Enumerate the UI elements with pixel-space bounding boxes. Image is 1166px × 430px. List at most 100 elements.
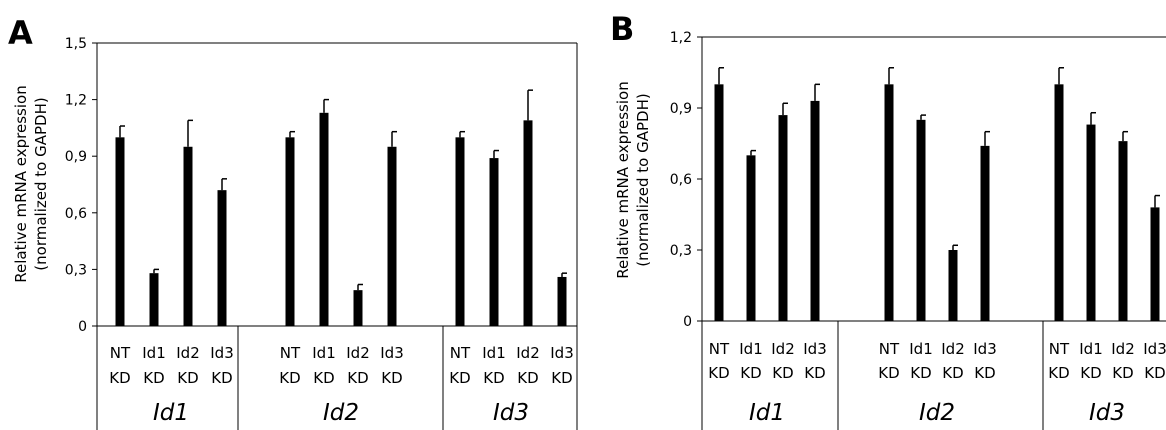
bar — [319, 112, 329, 326]
category-label-line1: NT — [1049, 340, 1070, 358]
category-label-line1: Id1 — [482, 344, 506, 362]
category-label-line2: KD — [804, 364, 825, 382]
category-label-line1: NT — [709, 340, 730, 358]
category-label-line1: Id1 — [739, 340, 763, 358]
category-label-line2: KD — [772, 364, 793, 382]
category-label-line1: Id3 — [210, 344, 234, 362]
bar — [217, 190, 227, 326]
panel-label: B — [610, 10, 634, 48]
category-label-line1: Id1 — [1079, 340, 1103, 358]
category-label-line1: NT — [110, 344, 131, 362]
category-label-line1: Id3 — [973, 340, 997, 358]
category-label-line2: KD — [910, 364, 931, 382]
bar — [810, 100, 820, 322]
category-label-line1: NT — [450, 344, 471, 362]
category-label-line2: KD — [740, 364, 761, 382]
category-label-line2: KD — [347, 369, 368, 387]
category-label-line1: Id1 — [312, 344, 336, 362]
category-label-line1: Id3 — [803, 340, 827, 358]
category-label-line2: KD — [878, 364, 899, 382]
chart-panel-b: B Relative mRNA expression (normalized to … — [610, 10, 1166, 430]
bar — [115, 137, 125, 326]
category-label-line2: KD — [551, 369, 572, 387]
bar — [455, 137, 465, 326]
category-label-line2: KD — [1112, 364, 1133, 382]
category-label-line2: KD — [1048, 364, 1069, 382]
category-label-line2: KD — [974, 364, 995, 382]
bar — [1054, 84, 1064, 321]
y-axis-label: Relative mRNA expression (normalized to G… — [614, 81, 652, 278]
category-label-line2: KD — [109, 369, 130, 387]
bar — [714, 84, 724, 321]
category-label-line1: Id3 — [550, 344, 574, 362]
category-label-line2: KD — [381, 369, 402, 387]
category-label-line1: Id3 — [1143, 340, 1166, 358]
category-label-line1: Id2 — [1111, 340, 1135, 358]
y-tick-label: 0 — [683, 314, 692, 330]
bar — [746, 155, 756, 321]
category-label-line1: Id2 — [176, 344, 200, 362]
group-label: Id1 — [153, 400, 189, 426]
bar — [1086, 124, 1096, 321]
y-tick-label: 0,3 — [65, 262, 87, 278]
category-label-line1: Id3 — [380, 344, 404, 362]
category-label-line2: KD — [313, 369, 334, 387]
bar — [183, 146, 193, 326]
group-label: Id1 — [749, 400, 785, 426]
category-label-line1: NT — [879, 340, 900, 358]
bar — [149, 273, 159, 326]
y-axis-label-line: Relative mRNA expression — [614, 81, 632, 278]
category-label-line1: Id2 — [346, 344, 370, 362]
category-label-line1: Id2 — [516, 344, 540, 362]
y-tick-label: 0,6 — [65, 206, 87, 222]
category-label-line2: KD — [211, 369, 232, 387]
bar — [557, 276, 567, 326]
y-tick-label: 0,9 — [670, 101, 692, 117]
category-label-line2: KD — [279, 369, 300, 387]
y-axis-label: Relative mRNA expression (normalized to G… — [12, 85, 50, 282]
bar — [916, 119, 926, 321]
panel-label: A — [8, 14, 33, 52]
category-label-line1: NT — [280, 344, 301, 362]
bar — [1150, 207, 1160, 321]
y-tick-label: 1,5 — [65, 36, 87, 52]
bar — [884, 84, 894, 321]
y-tick-label: 1,2 — [670, 30, 692, 46]
y-tick-label: 0,3 — [670, 243, 692, 259]
y-tick-label: 1,2 — [65, 93, 87, 109]
bar — [980, 145, 990, 321]
bar — [285, 137, 295, 326]
bar — [489, 158, 499, 326]
bar — [778, 115, 788, 321]
category-label-line2: KD — [483, 369, 504, 387]
bar — [948, 250, 958, 321]
bar — [387, 146, 397, 326]
category-label-line1: Id2 — [771, 340, 795, 358]
bar — [1118, 141, 1128, 321]
group-label: Id3 — [1089, 400, 1125, 426]
category-label-line1: Id1 — [142, 344, 166, 362]
category-label-line2: KD — [449, 369, 470, 387]
y-axis-label-line: Relative mRNA expression — [12, 85, 30, 282]
category-label-line2: KD — [1080, 364, 1101, 382]
bar — [353, 290, 363, 326]
y-tick-label: 0,6 — [670, 172, 692, 188]
category-label-line2: KD — [942, 364, 963, 382]
chart-panel-a: A Relative mRNA expression (normalized to … — [8, 14, 578, 430]
category-label-line2: KD — [708, 364, 729, 382]
y-axis-label-line: (normalized to GAPDH) — [32, 97, 50, 270]
group-label: Id3 — [493, 400, 529, 426]
group-label: Id2 — [323, 400, 359, 426]
group-label: Id2 — [919, 400, 955, 426]
category-label-line2: KD — [143, 369, 164, 387]
category-label-line2: KD — [517, 369, 538, 387]
category-label-line2: KD — [1144, 364, 1165, 382]
y-axis-label-line: (normalized to GAPDH) — [634, 93, 652, 266]
bar — [523, 120, 533, 326]
y-tick-label: 0 — [78, 319, 87, 335]
category-label-line2: KD — [177, 369, 198, 387]
y-tick-label: 0,9 — [65, 149, 87, 165]
category-label-line1: Id2 — [941, 340, 965, 358]
category-label-line1: Id1 — [909, 340, 933, 358]
